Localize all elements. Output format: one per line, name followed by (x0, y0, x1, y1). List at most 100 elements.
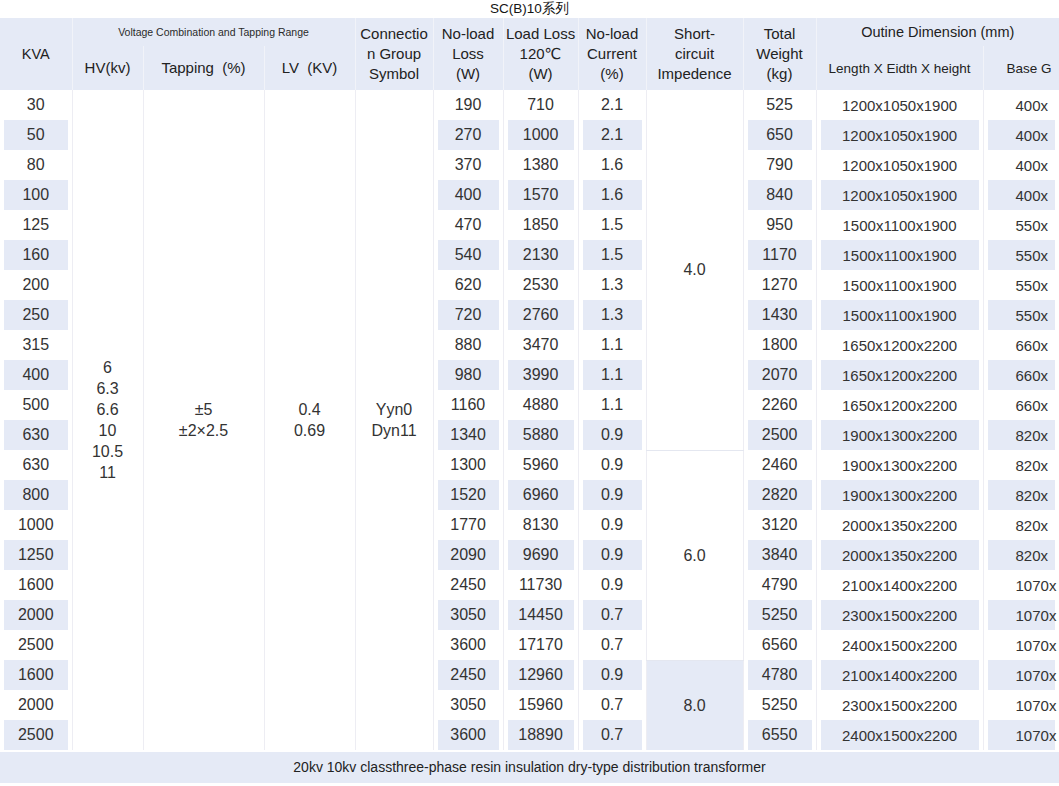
page-title: SC(B)10系列 (0, 0, 1059, 18)
no-load-current-cell: 0.9 (578, 570, 646, 600)
load-loss-cell: 8130 (503, 510, 578, 540)
dimension-cell: 2300x1500x2200 (816, 600, 983, 630)
base-gauge-cell: 550x (983, 270, 1059, 300)
spec-table: KVA Voltage Combination and Tapping Rang… (0, 18, 1059, 750)
total-weight-cell: 2460 (743, 450, 816, 480)
base-gauge-cell: 400x (983, 150, 1059, 180)
kva-cell: 630 (0, 450, 72, 480)
no-load-loss-cell: 3600 (433, 720, 503, 750)
kva-cell: 1250 (0, 540, 72, 570)
total-weight-cell: 5250 (743, 600, 816, 630)
col-header-dimension: Length X Eidth X height (816, 46, 983, 90)
kva-cell: 2500 (0, 720, 72, 750)
load-loss-cell: 9690 (503, 540, 578, 570)
no-load-loss-cell: 400 (433, 180, 503, 210)
base-gauge-cell: 820x (983, 420, 1059, 450)
kva-cell: 160 (0, 240, 72, 270)
no-load-current-cell: 1.1 (578, 330, 646, 360)
total-weight-cell: 2260 (743, 390, 816, 420)
load-loss-cell: 6960 (503, 480, 578, 510)
kva-cell: 50 (0, 120, 72, 150)
hv-values: 6 6.3 6.6 10 10.5 11 (72, 90, 143, 750)
dimension-cell: 1500x1100x1900 (816, 270, 983, 300)
kva-cell: 100 (0, 180, 72, 210)
base-gauge-cell: 400x (983, 180, 1059, 210)
base-gauge-cell: 820x (983, 450, 1059, 480)
kva-cell: 800 (0, 480, 72, 510)
col-header-voltage-group: Voltage Combination and Tapping Range (72, 18, 355, 46)
tapping-values: ±5 ±2×2.5 (143, 90, 264, 750)
no-load-loss-cell: 1340 (433, 420, 503, 450)
col-header-kva: KVA (0, 18, 72, 90)
dimension-cell: 2100x1400x2200 (816, 570, 983, 600)
dimension-cell: 1900x1300x2200 (816, 480, 983, 510)
dimension-cell: 1200x1050x1900 (816, 180, 983, 210)
base-gauge-cell: 820x (983, 540, 1059, 570)
no-load-loss-cell: 620 (433, 270, 503, 300)
base-gauge-cell: 1070x (983, 570, 1059, 600)
no-load-current-cell: 1.5 (578, 240, 646, 270)
col-header-no-load-loss: No-load Loss (W) (433, 18, 503, 90)
no-load-loss-cell: 1300 (433, 450, 503, 480)
no-load-loss-cell: 3600 (433, 630, 503, 660)
total-weight-cell: 3840 (743, 540, 816, 570)
load-loss-cell: 15960 (503, 690, 578, 720)
no-load-current-cell: 1.6 (578, 150, 646, 180)
load-loss-cell: 4880 (503, 390, 578, 420)
no-load-loss-cell: 2450 (433, 660, 503, 690)
kva-cell: 315 (0, 330, 72, 360)
total-weight-cell: 1800 (743, 330, 816, 360)
total-weight-cell: 790 (743, 150, 816, 180)
no-load-current-cell: 0.7 (578, 630, 646, 660)
no-load-loss-cell: 2450 (433, 570, 503, 600)
lv-values: 0.4 0.69 (264, 90, 355, 750)
no-load-current-cell: 0.9 (578, 480, 646, 510)
no-load-loss-cell: 1770 (433, 510, 503, 540)
base-gauge-cell: 550x (983, 240, 1059, 270)
no-load-current-cell: 0.7 (578, 690, 646, 720)
no-load-loss-cell: 2090 (433, 540, 503, 570)
dimension-cell: 2300x1500x2200 (816, 690, 983, 720)
total-weight-cell: 6550 (743, 720, 816, 750)
table-body: 306 6.3 6.6 10 10.5 11±5 ±2×2.50.4 0.69Y… (0, 90, 1059, 750)
no-load-loss-cell: 3050 (433, 600, 503, 630)
load-loss-cell: 11730 (503, 570, 578, 600)
load-loss-cell: 3470 (503, 330, 578, 360)
spec-sheet: SC(B)10系列 KVA Voltage Combination and Ta… (0, 0, 1059, 783)
total-weight-cell: 950 (743, 210, 816, 240)
table-row: 306 6.3 6.6 10 10.5 11±5 ±2×2.50.4 0.69Y… (0, 90, 1059, 120)
connection-group-values: Yyn0 Dyn11 (355, 90, 433, 750)
load-loss-cell: 1000 (503, 120, 578, 150)
dimension-cell: 1500x1100x1900 (816, 300, 983, 330)
no-load-current-cell: 1.1 (578, 390, 646, 420)
no-load-loss-cell: 540 (433, 240, 503, 270)
load-loss-cell: 12960 (503, 660, 578, 690)
no-load-current-cell: 0.9 (578, 450, 646, 480)
base-gauge-cell: 1070x (983, 660, 1059, 690)
footer-note: 20kv 10kv classthree-phase resin insulat… (0, 752, 1059, 783)
kva-cell: 2000 (0, 600, 72, 630)
dimension-cell: 1650x1200x2200 (816, 330, 983, 360)
base-gauge-cell: 660x (983, 330, 1059, 360)
no-load-current-cell: 0.9 (578, 420, 646, 450)
no-load-loss-cell: 980 (433, 360, 503, 390)
no-load-loss-cell: 880 (433, 330, 503, 360)
load-loss-cell: 3990 (503, 360, 578, 390)
total-weight-cell: 650 (743, 120, 816, 150)
kva-cell: 630 (0, 420, 72, 450)
base-gauge-cell: 400x (983, 90, 1059, 120)
load-loss-cell: 1380 (503, 150, 578, 180)
kva-cell: 30 (0, 90, 72, 120)
total-weight-cell: 4790 (743, 570, 816, 600)
base-gauge-cell: 660x (983, 390, 1059, 420)
impedance-value: 6.0 (646, 450, 743, 660)
no-load-current-cell: 2.1 (578, 90, 646, 120)
no-load-current-cell: 0.7 (578, 720, 646, 750)
kva-cell: 200 (0, 270, 72, 300)
no-load-current-cell: 2.1 (578, 120, 646, 150)
base-gauge-cell: 550x (983, 210, 1059, 240)
no-load-current-cell: 1.6 (578, 180, 646, 210)
dimension-cell: 1200x1050x1900 (816, 120, 983, 150)
col-header-lv: LV (KV) (264, 46, 355, 90)
no-load-current-cell: 0.9 (578, 540, 646, 570)
